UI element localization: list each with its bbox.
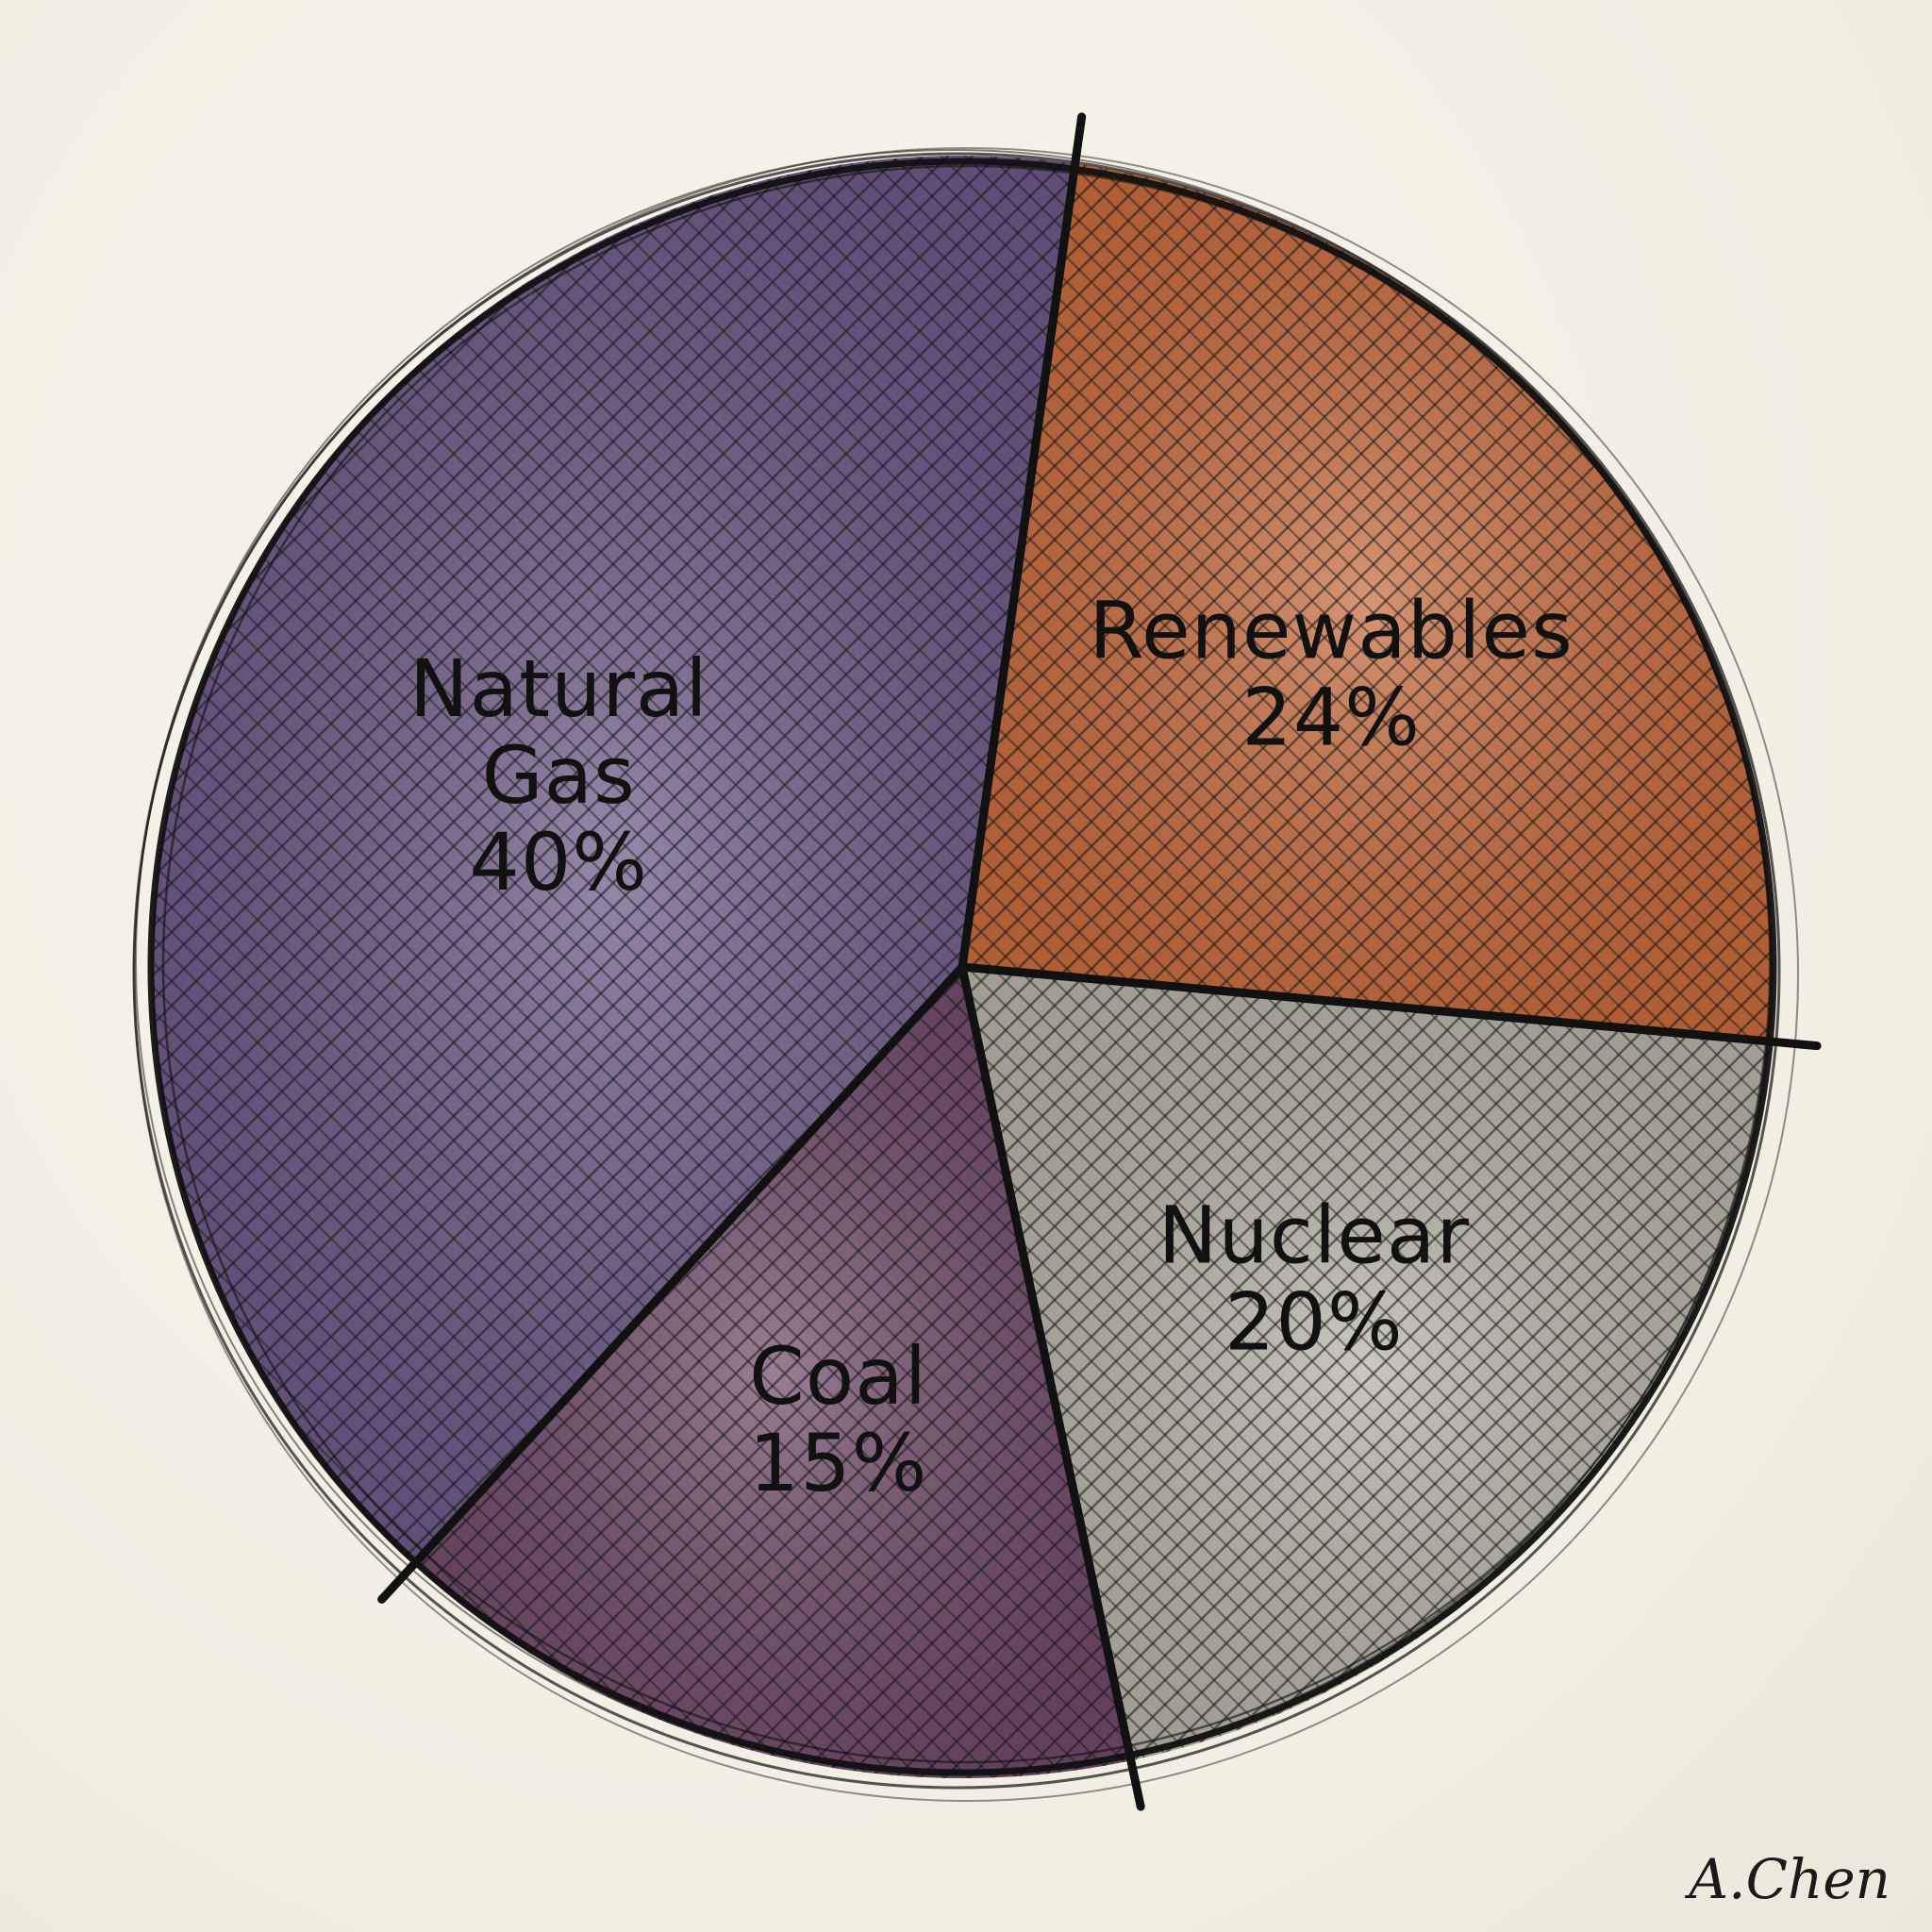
slice-hatching-coal <box>413 967 1131 1778</box>
slice-natural-gas <box>151 156 1075 1565</box>
slice-nuclear <box>962 967 1771 1761</box>
slice-label-renewables: Renewables <box>1089 584 1573 676</box>
slice-value-renewables: 24% <box>1241 671 1421 763</box>
slice-divider <box>958 112 1087 972</box>
pie-outline-stroke <box>161 164 1773 1764</box>
slice-hatching-natural-gas <box>151 156 1075 1565</box>
artist-signature: A.Chen <box>1689 1847 1890 1911</box>
pie-outline-stroke <box>133 147 1799 1802</box>
slice-divider <box>958 962 1145 1811</box>
pie-outline-stroke <box>132 152 1781 1790</box>
slice-coal <box>413 967 1131 1778</box>
slice-hatching-nuclear <box>962 967 1771 1761</box>
pie-outline-stroke <box>135 149 1771 1774</box>
slice-divider <box>377 962 967 1604</box>
slice-divider <box>958 962 1822 1051</box>
slice-label-natural-gas: Gas <box>482 729 636 822</box>
slice-hatching-renewables <box>962 163 1774 1042</box>
slice-label-nuclear: Nuclear <box>1158 1189 1470 1281</box>
slice-label-coal: Coal <box>749 1330 927 1423</box>
slice-label-natural-gas: Natural <box>409 642 708 735</box>
slice-value-nuclear: 20% <box>1224 1275 1404 1368</box>
slice-value-natural-gas: 40% <box>469 816 648 908</box>
slice-renewables <box>962 163 1774 1042</box>
slice-value-coal: 15% <box>749 1417 928 1509</box>
